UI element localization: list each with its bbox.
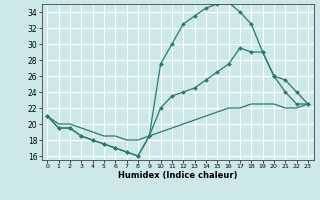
X-axis label: Humidex (Indice chaleur): Humidex (Indice chaleur) [118,171,237,180]
